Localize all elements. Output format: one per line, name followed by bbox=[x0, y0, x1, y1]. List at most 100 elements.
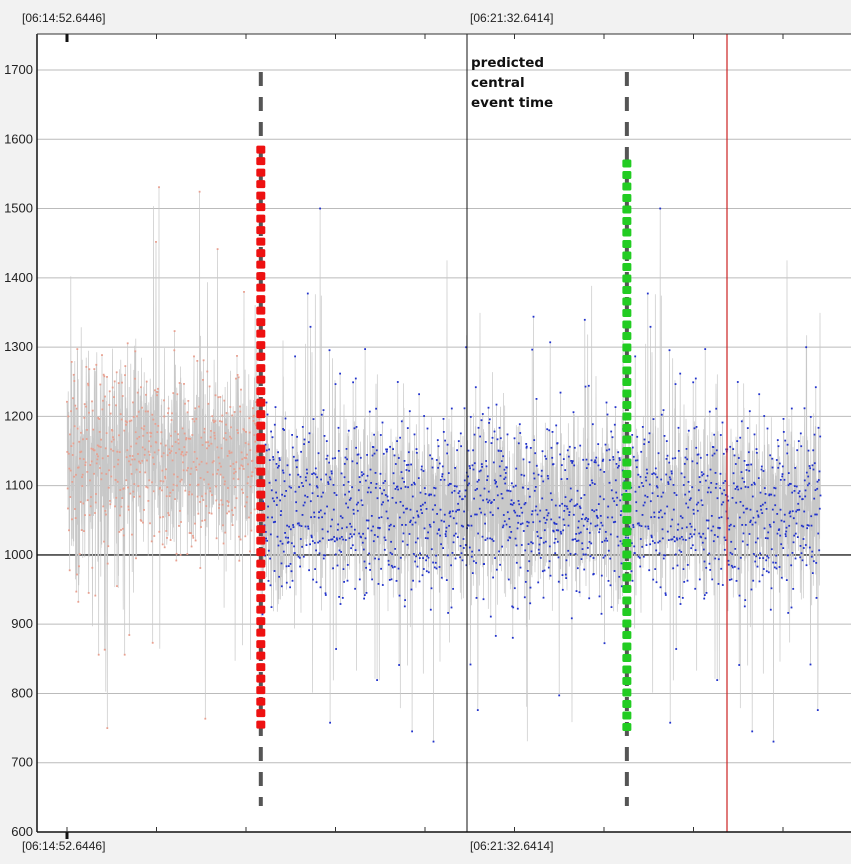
data-point bbox=[455, 522, 458, 525]
data-point bbox=[449, 510, 451, 513]
data-point bbox=[207, 402, 210, 405]
data-point bbox=[786, 452, 789, 455]
green-dotted-marker-dot bbox=[622, 619, 632, 628]
data-point bbox=[492, 576, 494, 579]
data-point bbox=[347, 429, 350, 432]
data-point bbox=[232, 477, 235, 480]
data-point bbox=[320, 495, 323, 498]
data-point bbox=[619, 514, 622, 516]
x-tick-major-start bbox=[65, 832, 69, 839]
data-point bbox=[564, 573, 567, 576]
data-point bbox=[488, 499, 491, 502]
data-point bbox=[781, 473, 784, 475]
data-point bbox=[418, 557, 421, 559]
data-point bbox=[164, 477, 167, 480]
data-point bbox=[609, 533, 612, 536]
data-point bbox=[340, 551, 342, 553]
data-point bbox=[284, 417, 287, 420]
data-point bbox=[554, 504, 557, 507]
data-point bbox=[585, 467, 588, 469]
data-point bbox=[730, 540, 733, 543]
data-point bbox=[469, 467, 471, 470]
data-point bbox=[376, 535, 379, 538]
data-point bbox=[196, 360, 199, 362]
data-point bbox=[295, 510, 298, 512]
data-point bbox=[548, 429, 551, 432]
data-point bbox=[596, 515, 599, 518]
data-point bbox=[429, 608, 432, 611]
data-point bbox=[432, 561, 434, 564]
data-point bbox=[175, 452, 177, 454]
data-point bbox=[271, 516, 273, 519]
data-point bbox=[773, 486, 776, 489]
data-point bbox=[782, 418, 785, 420]
data-point bbox=[702, 473, 705, 475]
data-point bbox=[713, 534, 716, 536]
data-point bbox=[544, 522, 547, 524]
data-point bbox=[816, 709, 819, 711]
data-point bbox=[309, 325, 312, 328]
data-point bbox=[151, 413, 154, 416]
data-point bbox=[323, 435, 326, 437]
data-point bbox=[585, 517, 588, 519]
data-point bbox=[386, 448, 388, 451]
data-point bbox=[241, 465, 244, 467]
data-point bbox=[371, 454, 374, 457]
data-point bbox=[780, 576, 783, 579]
data-point bbox=[503, 468, 506, 471]
data-point bbox=[434, 504, 436, 507]
data-point bbox=[67, 415, 70, 418]
data-point bbox=[694, 587, 697, 590]
data-point bbox=[380, 567, 382, 570]
data-point bbox=[404, 486, 407, 488]
data-point bbox=[284, 532, 286, 534]
data-point bbox=[819, 494, 822, 497]
data-point bbox=[495, 403, 498, 406]
data-point bbox=[275, 504, 278, 506]
data-point bbox=[338, 549, 341, 552]
data-point bbox=[745, 469, 748, 471]
data-point bbox=[281, 493, 283, 496]
data-point bbox=[302, 555, 305, 558]
data-point bbox=[564, 496, 567, 498]
data-point bbox=[536, 535, 539, 538]
data-point bbox=[164, 475, 166, 478]
green-dotted-marker-dot bbox=[622, 458, 632, 467]
red-dotted-marker-dot bbox=[256, 364, 266, 373]
data-point bbox=[264, 531, 267, 533]
data-point bbox=[87, 382, 89, 385]
red-dotted-marker-dot bbox=[256, 651, 266, 660]
data-point bbox=[566, 507, 569, 510]
red-dotted-marker-dot bbox=[256, 283, 266, 292]
data-point bbox=[182, 469, 185, 472]
data-point bbox=[595, 509, 598, 511]
data-point bbox=[242, 468, 245, 470]
data-point bbox=[806, 484, 809, 487]
data-point bbox=[527, 521, 530, 524]
data-point bbox=[648, 432, 651, 435]
data-point bbox=[749, 519, 752, 522]
data-point bbox=[505, 466, 508, 469]
data-point bbox=[683, 581, 686, 583]
data-point bbox=[690, 547, 693, 550]
data-point bbox=[92, 449, 95, 452]
data-point bbox=[752, 516, 755, 519]
data-point bbox=[602, 556, 605, 559]
data-point bbox=[365, 592, 368, 594]
data-point bbox=[563, 504, 566, 507]
data-point bbox=[142, 434, 145, 437]
green-dotted-marker-dot bbox=[622, 677, 632, 686]
data-point bbox=[221, 414, 224, 417]
data-point bbox=[327, 481, 329, 484]
data-point bbox=[559, 530, 562, 533]
data-point bbox=[397, 457, 400, 459]
data-point bbox=[609, 584, 612, 587]
data-point bbox=[600, 612, 603, 615]
data-point bbox=[298, 556, 301, 559]
data-point bbox=[451, 491, 453, 494]
data-point bbox=[517, 521, 520, 524]
data-point bbox=[332, 508, 335, 511]
data-point bbox=[511, 503, 514, 506]
data-point bbox=[297, 522, 300, 525]
data-point bbox=[448, 524, 450, 527]
